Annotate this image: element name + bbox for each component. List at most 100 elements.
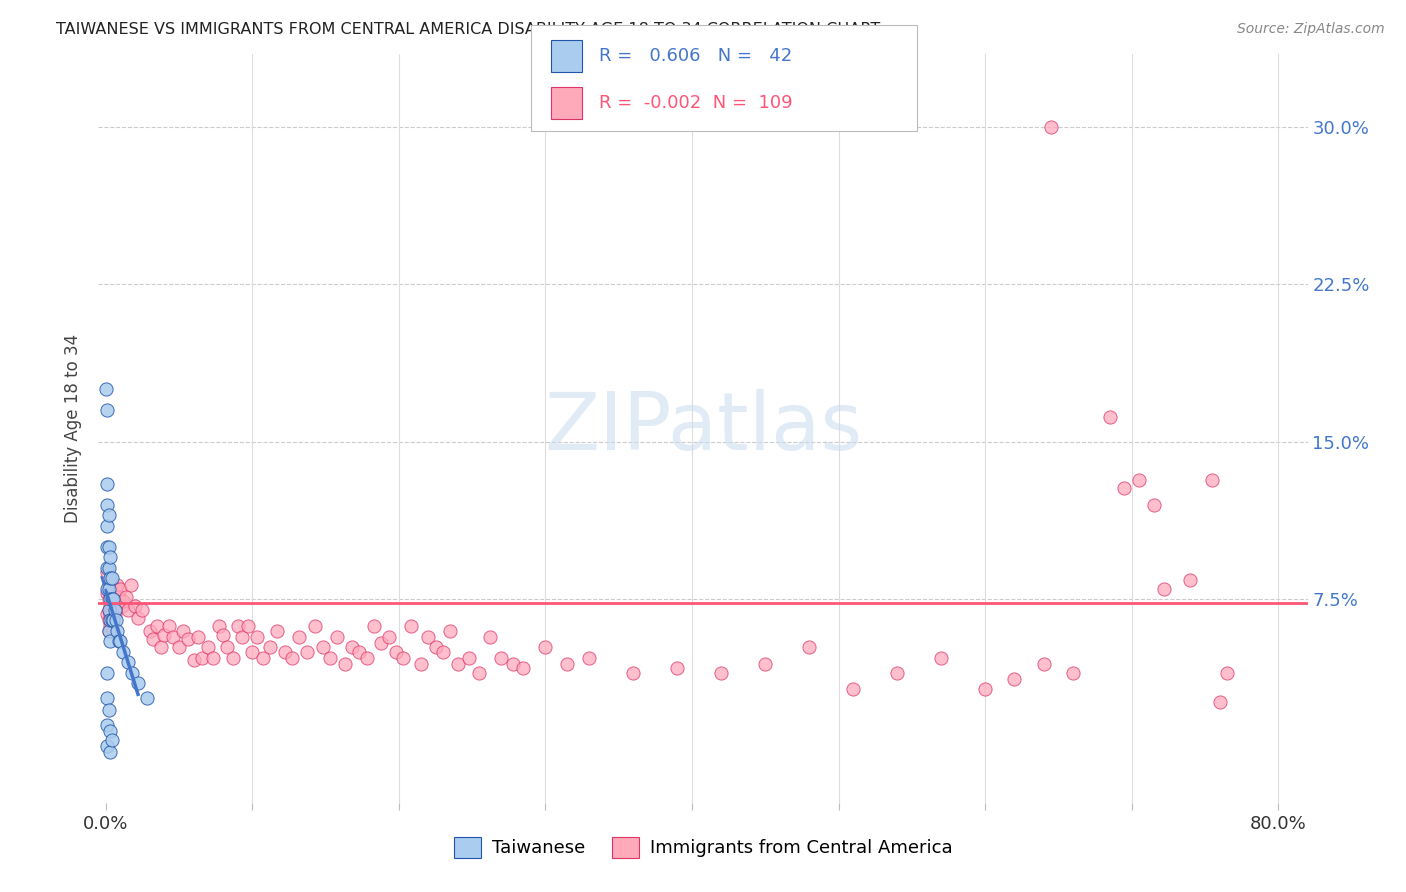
Point: [458, 651, 481, 665]
Point: [107, 624, 129, 638]
Point: [124, 599, 146, 613]
Point: [100, 613, 122, 627]
Point: [340, 640, 363, 655]
Point: [534, 640, 557, 655]
Point: [138, 624, 160, 638]
Point: [333, 657, 356, 672]
Point: [385, 645, 408, 659]
Point: [96, 718, 118, 732]
Point: [98, 607, 121, 621]
Point: [754, 657, 776, 672]
Point: [217, 640, 239, 655]
Point: [432, 645, 454, 659]
Legend: Taiwanese, Immigrants from Central America: Taiwanese, Immigrants from Central Ameri…: [446, 830, 960, 865]
Point: [127, 676, 149, 690]
Point: [110, 634, 132, 648]
Point: [98, 550, 121, 565]
Y-axis label: Disability Age 18 to 34: Disability Age 18 to 34: [65, 334, 83, 523]
Text: R =   0.606   N =   42: R = 0.606 N = 42: [599, 47, 792, 65]
Point: [439, 624, 461, 638]
Point: [349, 645, 371, 659]
Point: [1201, 473, 1223, 487]
Point: [96, 476, 118, 491]
Point: [222, 651, 245, 665]
Point: [974, 682, 997, 697]
Point: [1180, 574, 1202, 588]
Point: [110, 582, 132, 596]
Point: [120, 577, 142, 591]
Point: [96, 586, 118, 600]
Point: [418, 630, 440, 644]
Point: [187, 630, 209, 644]
Point: [1004, 672, 1026, 686]
Point: [666, 661, 689, 675]
Point: [710, 665, 733, 680]
Point: [226, 619, 249, 633]
Point: [117, 603, 139, 617]
Point: [121, 665, 143, 680]
Point: [172, 624, 194, 638]
Point: [127, 611, 149, 625]
Point: [150, 640, 173, 655]
Point: [103, 590, 125, 604]
Point: [135, 690, 157, 705]
Point: [100, 592, 122, 607]
Point: [240, 645, 263, 659]
Point: [356, 651, 378, 665]
Point: [96, 582, 118, 596]
Text: Source: ZipAtlas.com: Source: ZipAtlas.com: [1237, 22, 1385, 37]
Point: [377, 630, 399, 644]
Point: [311, 640, 333, 655]
Point: [207, 619, 229, 633]
Point: [167, 640, 190, 655]
Point: [97, 577, 120, 591]
Point: [370, 636, 392, 650]
Point: [97, 508, 120, 523]
Point: [97, 624, 120, 638]
Point: [146, 619, 169, 633]
Point: [259, 640, 281, 655]
Point: [100, 603, 122, 617]
Point: [103, 599, 125, 613]
Point: [98, 613, 121, 627]
Point: [399, 619, 422, 633]
Point: [97, 624, 120, 638]
Point: [295, 645, 318, 659]
Point: [326, 630, 349, 644]
Point: [98, 599, 121, 613]
Point: [96, 498, 118, 512]
Point: [392, 651, 415, 665]
Point: [105, 613, 128, 627]
Point: [96, 403, 118, 417]
Point: [97, 613, 120, 627]
Point: [246, 630, 269, 644]
Point: [101, 586, 124, 600]
Point: [105, 582, 128, 596]
Point: [96, 560, 118, 574]
Point: [100, 590, 122, 604]
Point: [231, 630, 253, 644]
Point: [1114, 481, 1136, 495]
Point: [191, 651, 214, 665]
Point: [131, 603, 153, 617]
Point: [212, 628, 235, 642]
Point: [111, 599, 134, 613]
Point: [103, 607, 125, 621]
Point: [557, 657, 579, 672]
Point: [1143, 498, 1166, 512]
Point: [107, 577, 129, 591]
Point: [101, 613, 124, 627]
Point: [96, 665, 118, 680]
Point: [1216, 665, 1239, 680]
Point: [105, 599, 128, 613]
Point: [621, 665, 644, 680]
Point: [100, 577, 122, 591]
Point: [115, 590, 138, 604]
Point: [177, 632, 200, 646]
Point: [502, 657, 524, 672]
Point: [97, 592, 120, 607]
Text: TAIWANESE VS IMMIGRANTS FROM CENTRAL AMERICA DISABILITY AGE 18 TO 34 CORRELATION: TAIWANESE VS IMMIGRANTS FROM CENTRAL AME…: [56, 22, 880, 37]
Point: [98, 571, 121, 585]
Point: [153, 628, 176, 642]
Point: [886, 665, 908, 680]
